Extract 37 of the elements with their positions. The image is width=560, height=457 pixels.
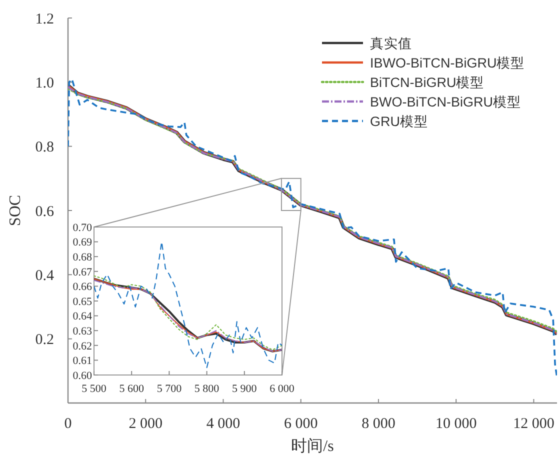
y-tick-label: 0.63 xyxy=(72,325,92,338)
y-tick-label: 0.4 xyxy=(35,268,54,284)
x-tick-label: 5 800 xyxy=(194,383,220,395)
y-tick-label: 0.69 xyxy=(72,236,92,249)
y-tick-label: 0.64 xyxy=(72,310,92,323)
y-tick-label: 0.60 xyxy=(72,370,92,382)
x-tick-label: 6 000 xyxy=(270,383,295,395)
x-tick-label: 2 000 xyxy=(128,416,162,432)
legend-label: BWO-BiTCN-BiGRU模型 xyxy=(370,94,521,110)
x-tick-label: 10 000 xyxy=(435,416,477,432)
y-tick-label: 0.65 xyxy=(72,296,92,308)
y-tick-label: 0.70 xyxy=(72,222,92,234)
y-tick-label: 0.67 xyxy=(72,266,92,278)
x-axis-title: 时间/s xyxy=(291,437,334,455)
y-tick-label: 0.66 xyxy=(72,281,92,294)
x-tick-label: 12 000 xyxy=(513,416,554,432)
y-tick-label: 1.0 xyxy=(35,75,54,92)
legend-label: IBWO-BiTCN-BiGRU模型 xyxy=(370,56,525,70)
y-tick-label: 0.61 xyxy=(72,355,92,368)
y-tick-label: 0.6 xyxy=(35,204,54,220)
legend-label: GRU模型 xyxy=(370,114,428,129)
y-tick-label: 0.68 xyxy=(72,251,92,264)
x-tick-label: 6 000 xyxy=(284,416,318,432)
y-axis-title: SOC xyxy=(7,194,24,226)
x-tick-label: 8 000 xyxy=(362,416,396,432)
y-tick-label: 0.2 xyxy=(35,332,54,348)
x-tick-label: 4 000 xyxy=(206,416,240,432)
y-tick-label: 0.62 xyxy=(72,340,92,352)
legend-label: BiTCN-BiGRU模型 xyxy=(370,75,484,90)
x-tick-label: 5 700 xyxy=(156,383,182,395)
x-tick-label: 5 900 xyxy=(232,383,258,395)
x-tick-label: 0 xyxy=(64,416,72,432)
y-tick-label: 1.2 xyxy=(35,11,54,28)
legend-label: 真实值 xyxy=(370,36,412,51)
y-tick-label: 0.8 xyxy=(35,140,54,156)
x-tick-label: 5 600 xyxy=(119,383,144,395)
x-tick-label: 5 500 xyxy=(82,383,107,395)
